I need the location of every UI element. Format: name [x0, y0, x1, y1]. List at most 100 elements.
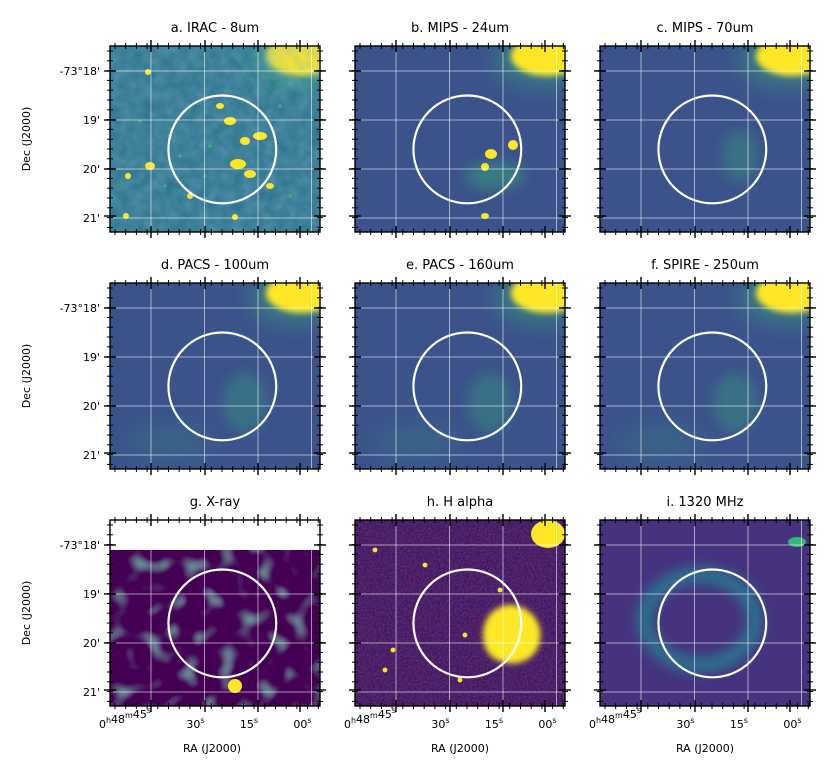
halpha-bright-region — [483, 604, 541, 664]
shell-emission — [465, 162, 525, 190]
faint-source — [288, 194, 292, 198]
ir-source — [145, 162, 155, 170]
texture — [110, 46, 320, 232]
region-circle — [167, 331, 278, 442]
bright-source — [511, 283, 565, 313]
x-tick-label: 30s — [186, 716, 204, 731]
region-circle — [167, 568, 278, 679]
y-tick-label: 21' — [83, 212, 100, 225]
panel-background — [600, 520, 810, 706]
x-tick-label: 15s — [730, 716, 748, 731]
x-tick-label: 30s — [676, 716, 694, 731]
ir-source — [224, 117, 236, 125]
mips-source — [481, 163, 489, 171]
xray-source — [228, 679, 242, 693]
halpha-top-source — [531, 520, 565, 548]
panel-title: c. MIPS - 70um — [657, 21, 754, 36]
x-tick-label: 0h48m45s — [589, 706, 641, 731]
faint-source — [208, 144, 212, 148]
panel-b: b. MIPS - 24um — [349, 21, 571, 238]
star — [390, 647, 396, 653]
ir-source — [232, 214, 238, 220]
radio-shell — [637, 567, 763, 673]
x-tick-label: 0h48m45s — [344, 706, 396, 731]
y-tick-label: 20' — [83, 400, 100, 413]
x-axis-label: RA (J2000) — [431, 742, 489, 755]
y-axis-label: Dec (J2000) — [20, 581, 33, 646]
xray-noise — [110, 520, 320, 706]
shell-emission — [223, 373, 267, 433]
bright-source — [756, 283, 810, 313]
star — [457, 677, 463, 683]
x-tick-label: 30s — [431, 716, 449, 731]
panel-a: a. IRAC - 8um -73°18' 19' 20' 21' Dec (J2000) — [20, 21, 326, 238]
ir-source — [230, 159, 246, 169]
ir-source — [253, 132, 267, 140]
x-tick-label: 15s — [240, 716, 258, 731]
y-tick-label: 20' — [83, 637, 100, 650]
panel-title: a. IRAC - 8um — [171, 21, 259, 36]
panel-title: g. X-ray — [190, 495, 241, 510]
region-circle — [657, 94, 768, 205]
panel-title: i. 1320 MHz — [667, 495, 744, 510]
x-tick-label: 00s — [293, 716, 311, 731]
x-tick-label: 0h48m45s — [99, 706, 151, 731]
faint-source — [163, 184, 167, 188]
panel-g: g. X-ray -73°18' 19' 20' 21' Dec (J2000) 0h48m… — [20, 495, 326, 731]
ir-source — [240, 137, 250, 145]
x-axis-label: RA (J2000) — [676, 742, 734, 755]
panel-title: f. SPIRE - 250um — [651, 258, 759, 273]
star — [422, 562, 428, 568]
y-tick-label: 19' — [83, 588, 100, 601]
star — [497, 587, 503, 593]
faint-source — [278, 104, 282, 108]
y-tick-label: 19' — [83, 351, 100, 364]
bright-source — [756, 46, 810, 76]
shell-emission — [468, 373, 512, 433]
panel-title: h. H alpha — [427, 495, 493, 510]
y-tick-label: 21' — [83, 686, 100, 699]
star — [382, 667, 388, 673]
x-axis-label: RA (J2000) — [183, 742, 241, 755]
region-circle — [412, 331, 523, 442]
region-circle — [657, 331, 768, 442]
panel-d: d. PACS - 100um -73°18' 19' 20' 21' Dec (J200… — [20, 258, 326, 475]
star — [372, 547, 378, 553]
panel-f: f. SPIRE - 250um — [594, 258, 816, 475]
x-tick-label: 00s — [783, 716, 801, 731]
mips-source — [485, 149, 497, 159]
panel-i: i. 1320 MHz 0h48m45s 30s 15s 00s RA (J2000) — [589, 495, 816, 755]
y-axis-label: Dec (J2000) — [20, 107, 33, 172]
region-circle — [412, 568, 523, 679]
panel-e: e. PACS - 160um — [349, 258, 571, 475]
region-circle — [657, 568, 768, 679]
ir-source — [266, 183, 274, 189]
panel-h: h. H alpha 0h48m45s 30s 15s 00s RA (J2000) — [344, 495, 571, 755]
star — [462, 632, 468, 638]
shell-emission — [722, 130, 758, 182]
shell-emission — [713, 373, 757, 433]
x-tick-label: 15s — [485, 716, 503, 731]
ir-source — [145, 69, 151, 75]
diffuse-dust — [370, 425, 460, 461]
y-tick-label: -73°18' — [60, 539, 101, 552]
y-tick-label: -73°18' — [60, 302, 101, 315]
y-tick-label: 21' — [83, 449, 100, 462]
mips-source — [508, 140, 518, 150]
y-axis-label: Dec (J2000) — [20, 344, 33, 409]
y-tick-label: 20' — [83, 163, 100, 176]
star — [502, 632, 508, 638]
x-tick-label: 00s — [538, 716, 556, 731]
panel-c: c. MIPS - 70um — [594, 21, 816, 238]
region-circle — [167, 94, 278, 205]
ir-source — [125, 173, 131, 179]
faint-source — [178, 154, 182, 158]
ir-source — [216, 103, 224, 109]
y-tick-label: -73°18' — [60, 65, 101, 78]
diffuse-dust — [125, 425, 215, 461]
panel-title: b. MIPS - 24um — [411, 21, 509, 36]
panel-title: e. PACS - 160um — [406, 258, 514, 273]
bright-source — [511, 46, 565, 76]
region-circle — [412, 94, 523, 205]
